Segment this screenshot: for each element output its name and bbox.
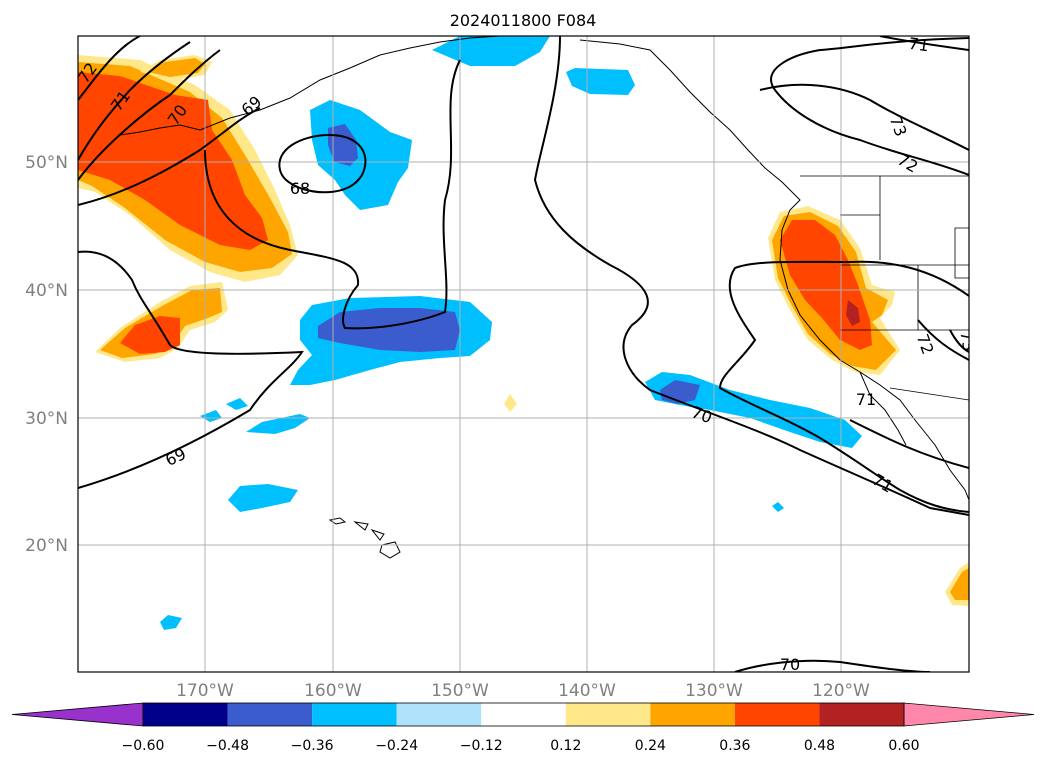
field-mid-left-red bbox=[120, 316, 180, 354]
longitude-labels: 170°W 160°W 150°W 140°W 130°W 120°W bbox=[176, 681, 870, 701]
contour-71d bbox=[849, 419, 969, 469]
field-blue-small2 bbox=[246, 414, 310, 434]
colorbar-segment bbox=[819, 703, 904, 726]
contour-72b bbox=[770, 37, 969, 176]
field-blue-top bbox=[432, 36, 550, 66]
lon-label: 170°W bbox=[176, 681, 234, 701]
field-na-darkred bbox=[846, 300, 860, 326]
field-blue-small6 bbox=[772, 502, 784, 512]
lat-label: 30°N bbox=[25, 409, 68, 429]
contour-70a bbox=[78, 49, 221, 181]
contour-70b bbox=[533, 36, 969, 516]
contour-69a bbox=[78, 59, 461, 330]
contour-label: 71 bbox=[856, 390, 876, 409]
coast-baja bbox=[859, 371, 907, 446]
contour-73b bbox=[949, 329, 969, 353]
field-small-yellow bbox=[504, 394, 517, 412]
colorbar-segment bbox=[227, 703, 313, 726]
colorbar-extend-right bbox=[903, 702, 1035, 727]
boundaries bbox=[800, 175, 969, 401]
colorbar-tick-label: 0.60 bbox=[888, 738, 919, 754]
field-blue-small1 bbox=[228, 484, 298, 512]
contour-71c bbox=[879, 36, 969, 51]
lat-label: 50°N bbox=[25, 153, 68, 173]
contour-label: 73 bbox=[956, 329, 978, 352]
colorbar-tick-label: −0.48 bbox=[206, 738, 249, 754]
colorbar-tick-label: 0.24 bbox=[635, 738, 666, 754]
contour-69b bbox=[78, 250, 304, 489]
field-top-left-orange bbox=[148, 58, 205, 77]
colorbar-tick-label: −0.24 bbox=[375, 738, 418, 754]
colorbar-segment bbox=[481, 703, 566, 726]
colorbar-segment bbox=[565, 703, 651, 726]
field-nw-red bbox=[78, 72, 268, 250]
lon-label: 160°W bbox=[304, 681, 362, 701]
lon-label: 140°W bbox=[558, 681, 616, 701]
lon-label: 130°W bbox=[685, 681, 743, 701]
lat-label: 20°N bbox=[25, 536, 68, 556]
colorbar-segment bbox=[312, 703, 397, 726]
field-blue-sw bbox=[645, 372, 862, 448]
contour-73a bbox=[759, 83, 969, 151]
lon-label: 120°W bbox=[812, 681, 870, 701]
lon-label: 150°W bbox=[431, 681, 489, 701]
latitude-labels: 50°N 40°N 30°N 20°N bbox=[25, 153, 68, 556]
field-blue-small5 bbox=[160, 615, 182, 630]
map-content: 68 69 69 70 70 70 71 71 71 71 72 72 72 7… bbox=[78, 34, 978, 674]
coast-hawaii bbox=[328, 517, 401, 559]
field-se-orange bbox=[950, 568, 969, 600]
contour-71a bbox=[78, 41, 191, 161]
colorbar-frame bbox=[142, 702, 905, 727]
colorbar-tick-labels: −0.60 −0.48 −0.36 −0.24 −0.12 0.12 0.24 0.36 0.4… bbox=[122, 738, 920, 754]
colorbar-segment bbox=[143, 703, 228, 726]
colorbar-tick-label: 0.12 bbox=[550, 738, 581, 754]
contour-70c bbox=[734, 659, 931, 672]
lat-label: 40°N bbox=[25, 281, 68, 301]
contour-72a bbox=[78, 36, 141, 101]
colorbar-tick-label: 0.48 bbox=[804, 738, 835, 754]
colorbar-extend-left bbox=[11, 702, 144, 727]
field-blue-topright bbox=[566, 68, 635, 95]
coast-aleutian bbox=[119, 124, 201, 136]
map-frame bbox=[77, 35, 970, 673]
colorbar-segment bbox=[396, 703, 482, 726]
contour-71b bbox=[718, 260, 969, 513]
figure-title: 2024011800 F084 bbox=[450, 11, 597, 30]
contour-label: 68 bbox=[290, 179, 310, 198]
colorbar-segment bbox=[734, 703, 820, 726]
colorbar bbox=[11, 702, 1035, 727]
contour-label: 70 bbox=[780, 655, 800, 674]
gridlines bbox=[78, 36, 969, 672]
colorbar-tick-label: −0.36 bbox=[291, 738, 334, 754]
contour-label: 71 bbox=[907, 34, 930, 56]
contour-lines bbox=[78, 36, 969, 672]
contour-68 bbox=[278, 133, 367, 194]
contour-72c bbox=[917, 319, 969, 361]
colorbar-tick-label: −0.60 bbox=[122, 738, 165, 754]
field-blue-small4 bbox=[226, 398, 248, 410]
colorbar-tick-label: −0.12 bbox=[460, 738, 503, 754]
colorbar-segment bbox=[650, 703, 735, 726]
colorbar-tick-label: 0.36 bbox=[719, 738, 750, 754]
